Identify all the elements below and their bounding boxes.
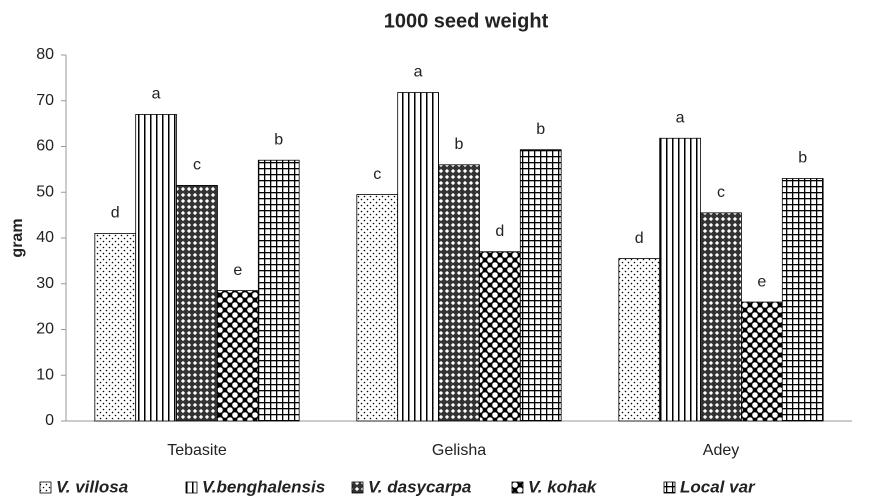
bar	[519, 149, 562, 422]
y-axis-label: gram	[9, 218, 26, 257]
bar	[397, 92, 439, 422]
y-tick-label: 40	[36, 229, 54, 246]
y-tick-label: 70	[36, 92, 54, 109]
y-tick-label: 0	[45, 412, 54, 429]
chart-title: 1000 seed weight	[384, 10, 549, 32]
bar-letter: d	[111, 205, 120, 222]
legend-swatch	[39, 481, 52, 494]
bar	[176, 184, 218, 422]
x-tick-label: Gelisha	[432, 442, 486, 459]
x-tick-label: Adey	[703, 442, 739, 459]
bar	[700, 212, 742, 422]
bar	[741, 301, 783, 422]
y-tick-label: 20	[36, 321, 54, 338]
bar-letter: e	[233, 262, 242, 279]
bar-letter: a	[414, 64, 423, 81]
bar	[257, 159, 300, 422]
bar-letter: d	[495, 223, 504, 240]
legend-label: Local var	[680, 477, 756, 496]
bar	[94, 233, 137, 422]
legend-label: V. villosa	[56, 477, 128, 496]
bar-letter: c	[373, 166, 381, 183]
y-tick-label: 50	[36, 183, 54, 200]
legend-label: V. kohak	[528, 477, 598, 496]
bar-letter: b	[455, 136, 464, 153]
bar-letter: b	[274, 131, 283, 148]
bar	[217, 290, 259, 422]
y-tick-label: 30	[36, 275, 54, 292]
y-tick-label: 80	[36, 46, 54, 63]
y-tick-label: 10	[36, 366, 54, 383]
bar-letter: c	[193, 157, 201, 174]
x-tick-label: Tebasite	[167, 442, 227, 459]
legend-swatch	[511, 481, 524, 494]
bar	[659, 137, 701, 422]
bar-letter: c	[717, 184, 725, 201]
legend-label: V.benghalensis	[202, 477, 325, 496]
bar-letter: a	[676, 109, 685, 126]
bar-letter: b	[536, 121, 545, 138]
bar-letter: e	[757, 273, 766, 290]
bar	[438, 164, 480, 422]
bar-letter: d	[635, 230, 644, 247]
bar-letter: a	[152, 86, 161, 103]
legend-label: V. dasycarpa	[368, 477, 471, 496]
bar	[135, 114, 177, 422]
bar	[618, 258, 661, 422]
y-tick-label: 60	[36, 138, 54, 155]
legend-swatch	[185, 481, 198, 494]
legend-swatch	[663, 481, 676, 494]
bar	[781, 178, 824, 422]
bar-letter: b	[798, 150, 807, 167]
bar	[479, 251, 521, 422]
bar	[356, 194, 399, 422]
legend-swatch	[351, 481, 364, 494]
